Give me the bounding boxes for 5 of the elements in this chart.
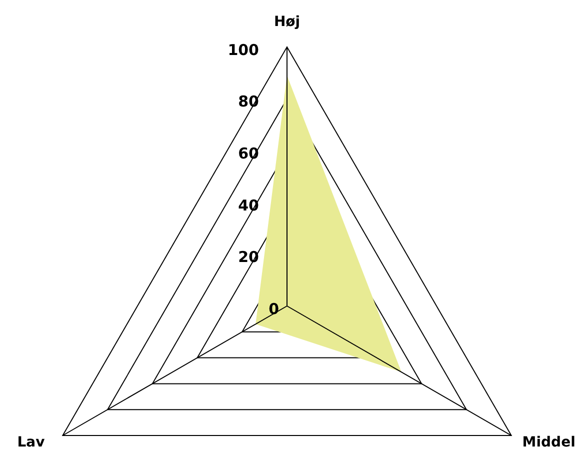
- y-tick-label: 100: [228, 40, 259, 59]
- y-tick-label: 0: [268, 300, 279, 318]
- spoke-label: Middel: [522, 434, 576, 449]
- spoke-label: Høj: [274, 14, 300, 30]
- spoke-label: Lav: [17, 434, 45, 449]
